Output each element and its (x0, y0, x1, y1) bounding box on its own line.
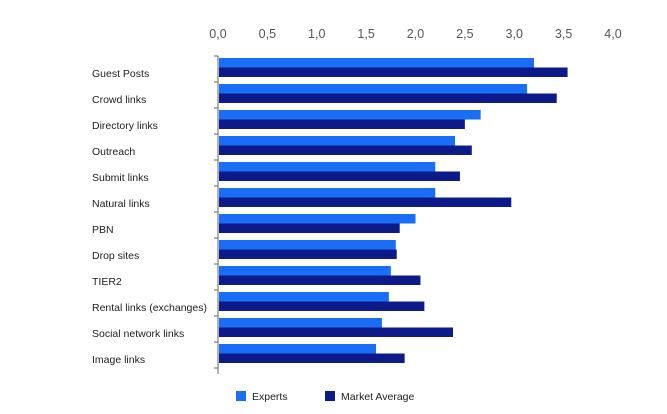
x-axis-ticks: 0,0 0,5 1,0 1,5 2,0 2,5 3,0 3,5 4,0 (209, 27, 621, 41)
bar-market-average (219, 93, 557, 103)
bar-market-average (219, 301, 425, 311)
bar-experts (219, 240, 396, 250)
x-tick-label: 0,5 (259, 27, 276, 41)
category-label: Natural links (92, 198, 150, 210)
bar-experts (219, 188, 436, 198)
x-tick-label: 4,0 (604, 27, 621, 41)
legend-label: Market Average (341, 391, 415, 403)
bar-experts (219, 266, 391, 276)
category-label: Rental links (exchanges) (92, 302, 207, 314)
bar-experts (219, 110, 481, 120)
y-axis (214, 55, 219, 374)
bar-experts (219, 162, 436, 172)
bar-experts (219, 136, 455, 146)
bars (219, 58, 568, 363)
bar-experts (219, 84, 528, 94)
bar-market-average (219, 223, 400, 233)
bar-market-average (219, 145, 472, 155)
bar-market-average (219, 327, 454, 337)
category-label: Crowd links (92, 94, 146, 106)
bar-market-average (219, 171, 460, 181)
category-label: Outreach (92, 146, 135, 158)
bar-experts (219, 214, 416, 224)
bar-market-average (219, 275, 421, 285)
bar-experts (219, 318, 382, 328)
x-tick-label: 3,5 (555, 27, 572, 41)
legend-swatch (236, 391, 246, 401)
bar-experts (219, 58, 534, 68)
x-tick-label: 2,0 (407, 27, 424, 41)
category-label: TIER2 (92, 276, 122, 288)
bar-market-average (219, 353, 405, 363)
x-tick-label: 2,5 (456, 27, 473, 41)
x-tick-label: 3,0 (506, 27, 523, 41)
bar-experts (219, 292, 389, 302)
category-label: Directory links (92, 120, 158, 132)
category-label: Social network links (92, 328, 184, 340)
category-label: Submit links (92, 172, 149, 184)
bar-market-average (219, 197, 512, 207)
x-tick-label: 1,0 (308, 27, 325, 41)
x-tick-label: 0,0 (209, 27, 226, 41)
bar-market-average (219, 67, 568, 77)
x-tick-label: 1,5 (357, 27, 374, 41)
bar-experts (219, 344, 376, 354)
category-label: Drop sites (92, 250, 139, 262)
legend: Experts Market Average (236, 391, 415, 403)
legend-label: Experts (252, 391, 288, 403)
category-label: PBN (92, 224, 114, 236)
legend-swatch (325, 391, 335, 401)
bar-market-average (219, 249, 397, 259)
category-label: Guest Posts (92, 68, 149, 80)
category-label: Image links (92, 354, 145, 366)
bar-market-average (219, 119, 465, 129)
category-labels: Guest Posts Crowd links Directory links Out… (92, 68, 207, 366)
